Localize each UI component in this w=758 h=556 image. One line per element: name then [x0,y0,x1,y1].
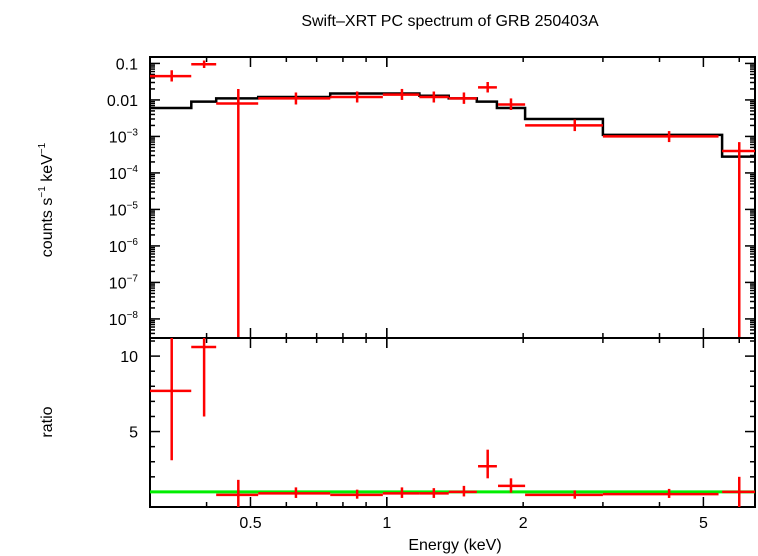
spectrum-point [216,88,259,338]
spectrum-point [448,92,477,104]
ratio-y-tick-labels: 10 5 [120,349,138,441]
ratio-point [150,338,192,461]
ratio-point [419,488,449,498]
y-tick-label: 10−8 [109,310,139,329]
spectrum-point [498,98,526,110]
ratio-frame [149,337,756,508]
x-axis-label: Energy (keV) [408,537,501,554]
spectrum-point [478,81,497,93]
spectrum-point [258,92,331,105]
ratio-point [191,338,217,417]
spectrum-data-points [150,60,755,338]
y-tick-label: 10−7 [109,273,139,292]
y-tick-label: 10−4 [109,164,139,183]
y-tick-label: 10−5 [109,200,139,219]
spectrum-point [602,131,719,143]
ratio-point [216,479,259,507]
ratio-data-points [150,338,755,507]
spectrum-point [722,142,755,338]
ylabel-exp1: −1 [37,186,48,198]
ylabel-mid: keV [39,154,56,186]
spectrum-point [382,88,420,100]
ratio-panel: 10 5 0.5 1 2 5 ratio Energy (keV) [39,337,756,554]
x-tick-labels: 0.5 1 2 5 [239,515,708,532]
y-tick-label: 0.1 [116,56,138,73]
spectrum-y-tick-labels: 0.1 0.01 10−3 10−4 10−5 10−6 10−7 10−8 [107,56,139,328]
ratio-point [258,487,331,498]
spectrum-y-axis-label: counts s−1 keV−1 [37,142,56,257]
ratio-point [448,485,477,497]
ratio-point [478,449,497,479]
ylabel-base: counts s [39,198,56,258]
chart-title: Swift–XRT PC spectrum of GRB 250403A [301,13,599,30]
spectrum-point [330,91,383,103]
y-tick-label: 10 [120,349,138,366]
ratio-point [498,478,526,493]
ratio-ticks [149,338,755,507]
spectrum-point [419,91,449,103]
spectrum-point [191,60,217,68]
ylabel-exp2: −1 [37,142,48,154]
y-tick-label: 5 [129,425,138,442]
x-tick-label: 5 [699,515,708,532]
x-tick-label: 2 [519,515,528,532]
ratio-point [602,488,719,498]
ratio-point [330,489,383,499]
spectrum-panel: 0.1 0.01 10−3 10−4 10−5 10−6 10−7 10−8 counts s… [37,56,756,339]
y-tick-label: 0.01 [107,93,138,110]
spectrum-point [525,119,603,132]
x-tick-label: 0.5 [239,515,261,532]
x-tick-label: 1 [382,515,391,532]
ratio-point [722,476,755,507]
ratio-y-axis-label: ratio [39,406,56,437]
ratio-point [382,487,420,498]
y-tick-label: 10−6 [109,237,139,256]
y-tick-label: 10−3 [109,127,139,146]
ratio-point [525,490,603,499]
spectrum-point [150,70,192,82]
